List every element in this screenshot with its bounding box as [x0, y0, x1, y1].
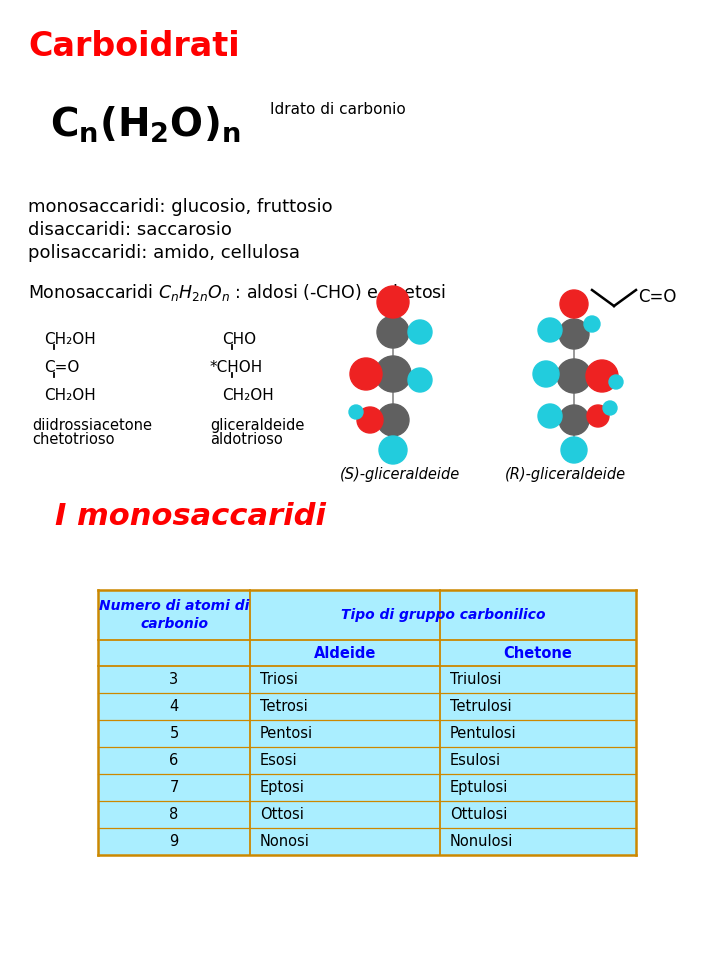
Text: aldotrioso: aldotrioso — [210, 432, 283, 447]
Circle shape — [561, 437, 587, 463]
Text: Idrato di carbonio: Idrato di carbonio — [270, 102, 406, 117]
Text: Tetrosi: Tetrosi — [260, 699, 307, 714]
Circle shape — [357, 407, 383, 433]
Circle shape — [377, 404, 409, 436]
Text: Triulosi: Triulosi — [450, 672, 501, 687]
Text: 9: 9 — [169, 834, 179, 849]
Text: Esosi: Esosi — [260, 753, 297, 768]
Text: Nonulosi: Nonulosi — [450, 834, 513, 849]
Text: Chetone: Chetone — [503, 645, 572, 660]
Text: Pentosi: Pentosi — [260, 726, 313, 741]
Text: 4: 4 — [169, 699, 179, 714]
Text: (R)-gliceraldeide: (R)-gliceraldeide — [505, 467, 626, 482]
Text: C=O: C=O — [44, 360, 79, 375]
Circle shape — [584, 316, 600, 332]
Text: Eptulosi: Eptulosi — [450, 780, 508, 795]
Circle shape — [538, 404, 562, 428]
Text: monosaccaridi: glucosio, fruttosio: monosaccaridi: glucosio, fruttosio — [28, 198, 333, 216]
Circle shape — [350, 358, 382, 390]
Text: Carboidrati: Carboidrati — [28, 30, 240, 63]
Text: Ottulosi: Ottulosi — [450, 807, 508, 822]
Text: Triosi: Triosi — [260, 672, 298, 687]
Text: chetotrioso: chetotrioso — [32, 432, 114, 447]
Text: $\mathbf{C_n(H_2O)_n}$: $\mathbf{C_n(H_2O)_n}$ — [50, 105, 240, 145]
Circle shape — [559, 319, 589, 349]
Circle shape — [609, 375, 623, 389]
Text: CHO: CHO — [222, 332, 256, 347]
Text: Esulosi: Esulosi — [450, 753, 501, 768]
Circle shape — [559, 405, 589, 435]
Text: diidrossiacetone: diidrossiacetone — [32, 418, 152, 433]
Circle shape — [408, 320, 432, 344]
Text: Tipo di gruppo carbonilico: Tipo di gruppo carbonilico — [341, 608, 545, 622]
Circle shape — [587, 405, 609, 427]
Circle shape — [377, 316, 409, 348]
Circle shape — [560, 290, 588, 318]
Text: 8: 8 — [169, 807, 179, 822]
Text: Eptosi: Eptosi — [260, 780, 305, 795]
Text: I monosaccaridi: I monosaccaridi — [55, 502, 326, 531]
Text: 3: 3 — [169, 672, 179, 687]
Bar — [98, 590, 636, 855]
Text: CH₂OH: CH₂OH — [44, 388, 96, 403]
Circle shape — [603, 401, 617, 415]
Text: Numero di atomi di
carbonio: Numero di atomi di carbonio — [99, 599, 249, 631]
Circle shape — [557, 359, 591, 393]
Text: Tetrulosi: Tetrulosi — [450, 699, 512, 714]
Text: CH₂OH: CH₂OH — [44, 332, 96, 347]
Text: polisaccaridi: amido, cellulosa: polisaccaridi: amido, cellulosa — [28, 244, 300, 262]
Circle shape — [533, 361, 559, 387]
Text: gliceraldeide: gliceraldeide — [210, 418, 305, 433]
Circle shape — [379, 436, 407, 464]
Text: 6: 6 — [169, 753, 179, 768]
Text: (S)-gliceraldeide: (S)-gliceraldeide — [340, 467, 460, 482]
Text: 7: 7 — [169, 780, 179, 795]
Circle shape — [538, 318, 562, 342]
Text: Nonosi: Nonosi — [260, 834, 310, 849]
Text: 5: 5 — [169, 726, 179, 741]
Circle shape — [586, 360, 618, 392]
Circle shape — [377, 286, 409, 318]
Circle shape — [349, 405, 363, 419]
Text: *CHOH: *CHOH — [210, 360, 264, 375]
Text: Pentulosi: Pentulosi — [450, 726, 517, 741]
Text: C=O: C=O — [638, 288, 676, 306]
Text: Aldeide: Aldeide — [314, 645, 376, 660]
Text: disaccaridi: saccarosio: disaccaridi: saccarosio — [28, 221, 232, 239]
Circle shape — [375, 356, 411, 392]
Text: CH₂OH: CH₂OH — [222, 388, 274, 403]
Circle shape — [408, 368, 432, 392]
Text: Monosaccaridi $\mathit{C_nH_{2n}O_n}$ : aldosi (-CHO) e chetosi: Monosaccaridi $\mathit{C_nH_{2n}O_n}$ : … — [28, 282, 446, 303]
Text: Ottosi: Ottosi — [260, 807, 304, 822]
